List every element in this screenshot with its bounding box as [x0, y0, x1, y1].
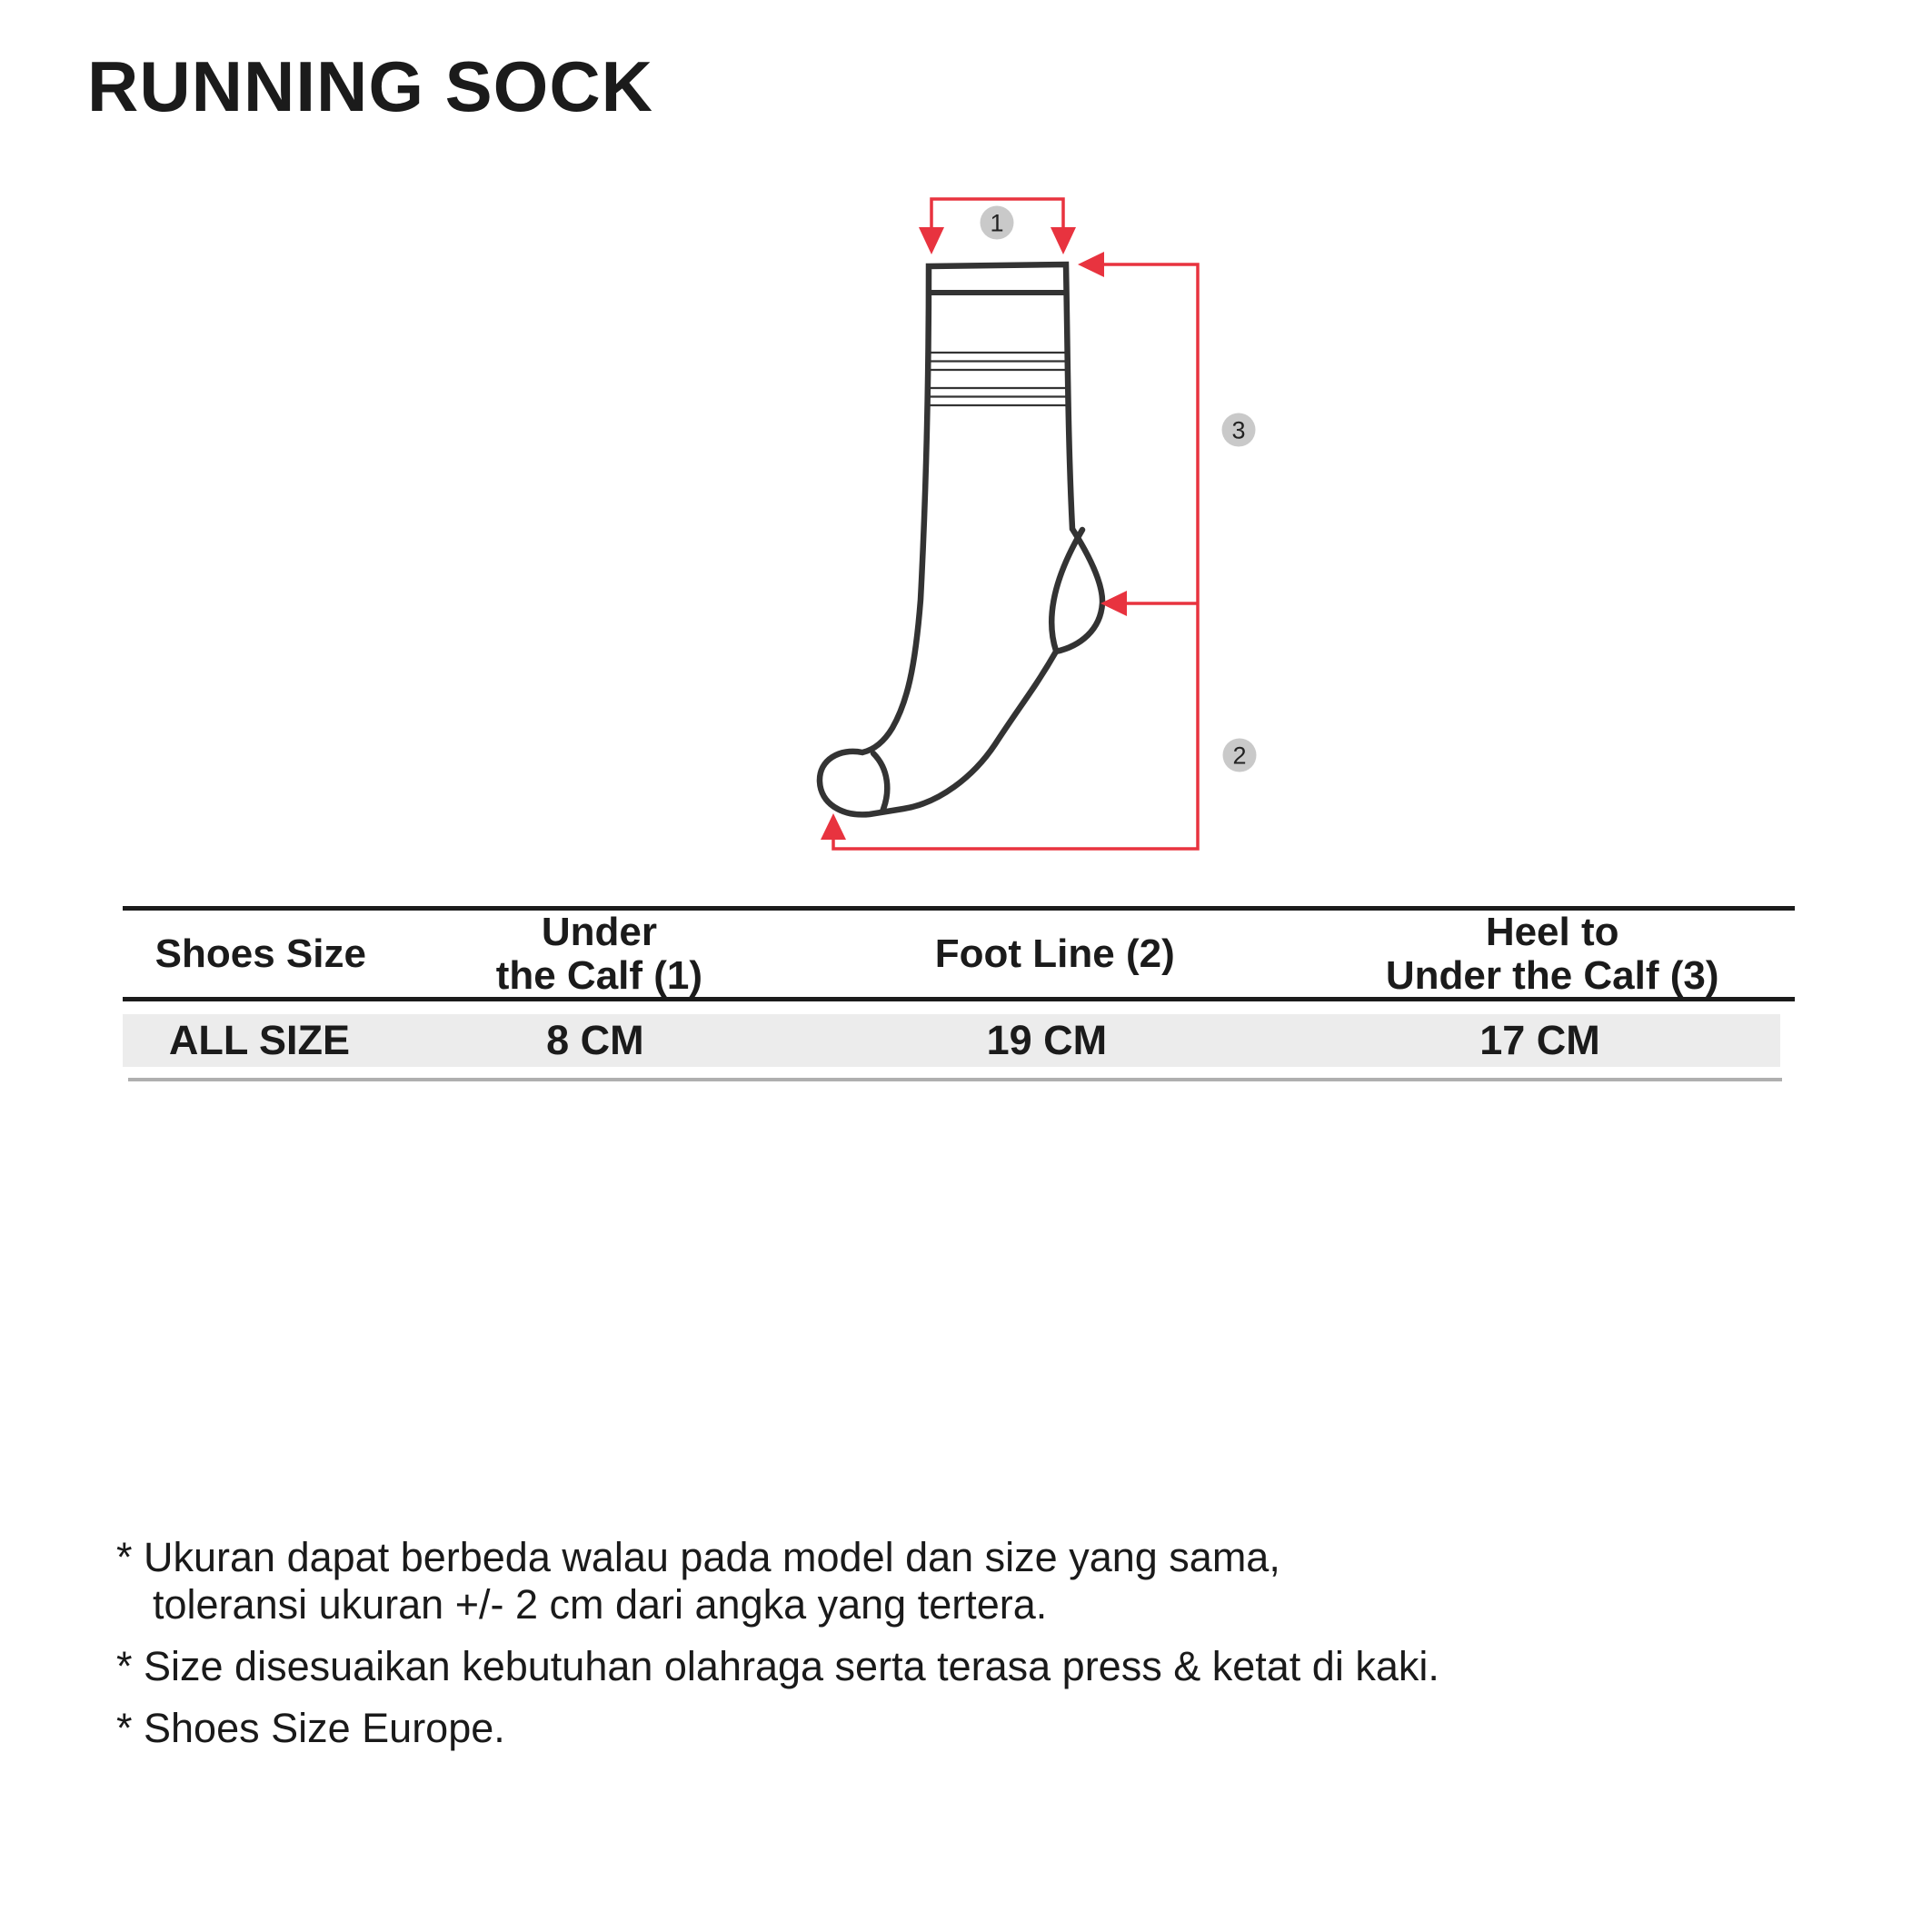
- marker-3-circle: [1221, 413, 1256, 447]
- sock-heel-seam: [1049, 526, 1086, 654]
- footnote-shoe-size-standard: * Shoes Size Europe.: [116, 1705, 505, 1751]
- arrow-left-heel-icon: [1100, 591, 1127, 616]
- column-header-foot-line: Foot Line (2): [934, 931, 1175, 976]
- marker-1-label: 1: [990, 210, 1003, 237]
- cell-foot-line: 19 CM: [986, 1017, 1108, 1063]
- measurement-arrowheads: [821, 227, 1127, 840]
- arrow-up-toe-icon: [821, 813, 846, 840]
- sock-rib-lines: [929, 351, 1070, 407]
- sock-illustration: [816, 261, 1106, 818]
- page-title: RUNNING SOCK: [87, 46, 654, 126]
- marker-numbers: 1 3 2: [990, 210, 1246, 770]
- marker-1-circle: [980, 205, 1014, 240]
- marker-2-circle: [1222, 738, 1257, 772]
- column-header-under-the-calf: Under the Calf (1): [495, 909, 703, 998]
- arrow-down-left-icon: [919, 227, 944, 254]
- sock-outline: [816, 261, 1106, 818]
- table-row: ALL SIZE 8 CM 19 CM 17 CM: [123, 1014, 1780, 1067]
- cell-under-the-calf: 8 CM: [546, 1017, 644, 1063]
- sock-toe-seam: [870, 750, 891, 815]
- column-header-heel-to-under-the-calf: Heel to Under the Calf (3): [1385, 909, 1719, 998]
- size-table-header-row: Shoes Size Under the Calf (1) Foot Line …: [123, 906, 1795, 1001]
- size-table: Shoes Size Under the Calf (1) Foot Line …: [123, 906, 1795, 1081]
- marker-3-label: 3: [1231, 417, 1245, 444]
- arrow-left-top-icon: [1078, 252, 1104, 277]
- footnote-tolerance: * Ukuran dapat berbeda walau pada model …: [116, 1534, 1280, 1628]
- footnote-fit: * Size disesuaikan kebutuhan olahraga se…: [116, 1643, 1439, 1689]
- measurement-lines: [832, 197, 1200, 851]
- marker-2-label: 2: [1232, 742, 1246, 770]
- measure-markers: 1 3 2: [980, 205, 1257, 772]
- cell-shoes-size: ALL SIZE: [168, 1017, 351, 1063]
- measure-3-leader: [832, 263, 1200, 851]
- footnotes: * Ukuran dapat berbeda walau pada model …: [116, 1534, 1439, 1752]
- marker-circles: [980, 205, 1257, 772]
- column-header-shoes-size: Shoes Size: [154, 931, 366, 976]
- measure-1-bracket: [930, 197, 1065, 229]
- table-bottom-rule: [128, 1078, 1782, 1081]
- arrow-down-right-icon: [1051, 227, 1076, 254]
- cell-heel-to-under-the-calf: 17 CM: [1479, 1017, 1600, 1063]
